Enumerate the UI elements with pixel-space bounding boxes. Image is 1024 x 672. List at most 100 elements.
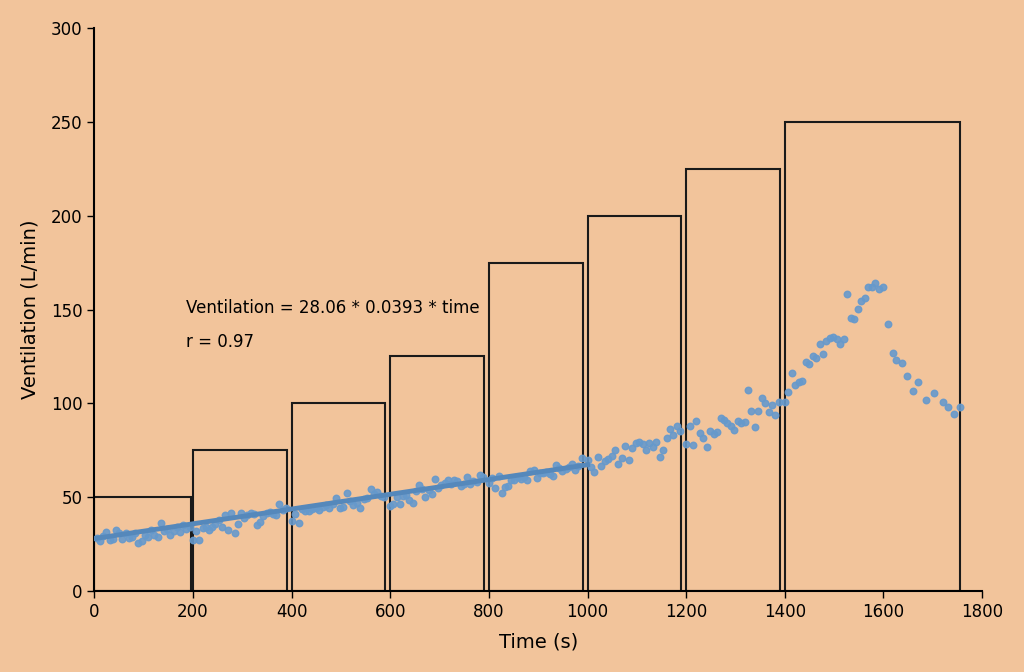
Point	[294, 504, 310, 515]
Point	[893, 358, 909, 368]
Point	[433, 480, 450, 491]
Point	[232, 507, 249, 518]
Point	[919, 394, 935, 405]
Point	[373, 491, 389, 501]
Point	[355, 494, 372, 505]
Point	[554, 466, 570, 476]
Point	[561, 461, 578, 472]
Point	[427, 474, 443, 485]
Point	[628, 437, 644, 448]
Point	[166, 526, 182, 536]
Point	[191, 534, 208, 545]
Point	[593, 460, 609, 471]
Point	[362, 484, 379, 495]
Point	[304, 504, 321, 515]
Point	[843, 312, 859, 323]
Point	[385, 499, 401, 509]
Point	[739, 385, 756, 396]
Point	[888, 355, 904, 366]
Point	[876, 282, 892, 292]
Point	[539, 466, 555, 477]
Point	[645, 442, 662, 453]
Point	[236, 513, 252, 523]
Point	[669, 420, 685, 431]
Point	[723, 421, 739, 431]
Point	[528, 472, 545, 483]
Point	[121, 532, 137, 543]
Point	[939, 402, 955, 413]
Point	[274, 505, 291, 515]
Point	[692, 428, 709, 439]
Point	[268, 509, 285, 520]
Point	[927, 388, 943, 398]
Point	[490, 470, 507, 481]
Point	[468, 476, 484, 487]
Point	[836, 333, 852, 344]
Point	[297, 505, 313, 516]
Point	[716, 415, 732, 426]
Point	[311, 505, 328, 515]
Point	[226, 528, 243, 538]
Point	[335, 502, 351, 513]
Point	[314, 501, 331, 512]
Point	[278, 503, 294, 513]
Point	[794, 376, 810, 386]
Point	[564, 459, 581, 470]
Point	[408, 485, 424, 496]
Point	[672, 426, 688, 437]
Point	[767, 409, 783, 420]
Point	[743, 406, 760, 417]
Point	[764, 399, 780, 410]
Point	[439, 474, 456, 485]
Point	[104, 534, 121, 544]
Point	[780, 386, 797, 397]
Point	[115, 533, 131, 544]
Point	[607, 444, 624, 455]
Point	[681, 421, 697, 431]
Point	[217, 509, 233, 520]
Point	[624, 443, 640, 454]
Point	[195, 522, 211, 533]
Point	[111, 528, 127, 539]
Point	[398, 490, 415, 501]
Point	[567, 464, 584, 475]
Point	[307, 503, 324, 513]
Point	[698, 442, 715, 452]
Point	[702, 425, 719, 436]
Point	[127, 528, 143, 538]
Point	[713, 413, 729, 423]
Point	[798, 357, 814, 368]
Point	[359, 493, 376, 504]
Point	[751, 406, 767, 417]
Point	[825, 331, 842, 342]
Point	[376, 492, 392, 503]
Point	[459, 472, 475, 482]
Point	[255, 511, 271, 522]
Point	[487, 482, 504, 493]
Point	[223, 508, 240, 519]
Bar	[784, 122, 959, 591]
Point	[453, 481, 469, 492]
Point	[229, 519, 246, 530]
Point	[401, 495, 418, 505]
Point	[870, 284, 887, 295]
Point	[551, 463, 567, 474]
Point	[685, 440, 701, 451]
Point	[583, 462, 599, 472]
Point	[243, 508, 259, 519]
Point	[118, 528, 134, 539]
Point	[258, 508, 274, 519]
Point	[181, 521, 198, 532]
Point	[210, 515, 226, 526]
Point	[338, 488, 354, 499]
Point	[754, 392, 770, 403]
Point	[719, 417, 735, 428]
X-axis label: Time (s): Time (s)	[499, 632, 578, 651]
Point	[833, 339, 849, 349]
Point	[184, 535, 201, 546]
Point	[746, 422, 763, 433]
Point	[287, 509, 303, 519]
Point	[317, 500, 334, 511]
Point	[89, 533, 105, 544]
Point	[617, 440, 634, 451]
